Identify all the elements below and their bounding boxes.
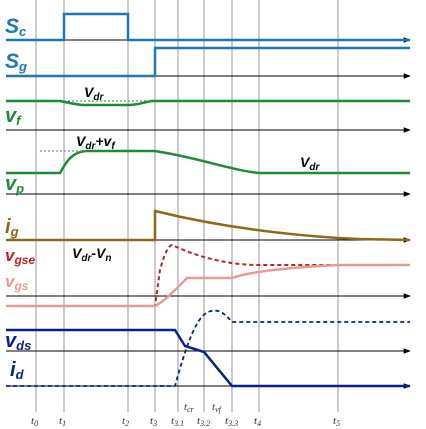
annotation-vdr-on-vp: Vdr xyxy=(300,154,320,173)
label-sc: Sc xyxy=(5,15,27,39)
axes xyxy=(6,37,411,389)
time-label: t2 xyxy=(122,415,129,428)
time-label: t1 xyxy=(59,415,66,428)
sg-waveform xyxy=(6,46,410,78)
annotation-vdr-plus-vf: Vdr+vf xyxy=(76,133,116,152)
label-sg: Sg xyxy=(5,50,27,74)
time-label: t3 xyxy=(150,415,157,428)
id-waveform xyxy=(6,309,410,387)
time-label: t3.1 xyxy=(171,415,184,428)
time-label: t0 xyxy=(31,415,38,428)
interval-label-tvf: tvf xyxy=(212,401,223,414)
vgse-waveform xyxy=(6,243,410,307)
time-label: t3.2 xyxy=(197,415,210,428)
sc-waveform xyxy=(6,12,410,42)
vgs-waveform xyxy=(6,263,410,308)
vp-waveform xyxy=(6,149,410,175)
label-id: id xyxy=(10,359,25,382)
ig-waveform xyxy=(6,209,411,242)
label-vgs: vgs xyxy=(5,272,29,293)
interval-label-tcr: tcr xyxy=(184,401,195,414)
time-label: t3.3 xyxy=(225,415,238,428)
time-label: t5 xyxy=(333,415,340,428)
label-vf: vf xyxy=(5,105,22,128)
annotation-vdr-on-vf: Vdr xyxy=(84,84,104,103)
time-axis-labels: t0 t1 t2 t3 t3.1 t3.2 t3.3 t4 t5 xyxy=(31,415,340,428)
time-label: t4 xyxy=(254,415,261,428)
label-vp: vp xyxy=(5,173,24,196)
vf-waveform xyxy=(6,99,410,107)
label-vgse: vgse xyxy=(5,246,35,267)
vds-waveform xyxy=(6,328,410,388)
label-vds: vds xyxy=(5,330,31,353)
annotation-vdr-minus-vn: Vdr-Vn xyxy=(72,245,111,264)
time-grid xyxy=(35,0,339,412)
label-ig: ig xyxy=(5,216,19,239)
